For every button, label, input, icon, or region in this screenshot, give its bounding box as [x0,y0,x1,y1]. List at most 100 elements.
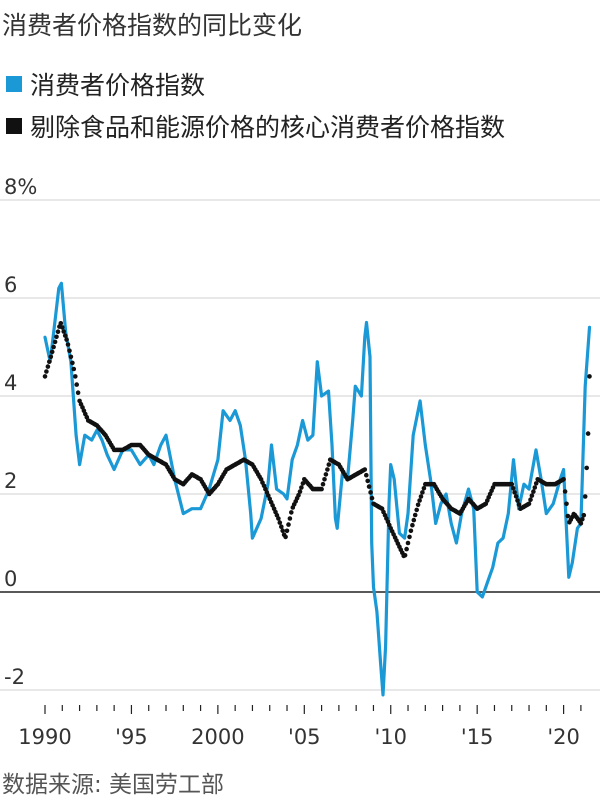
core-cpi-point [531,489,536,494]
core-cpi-point [326,462,332,467]
core-cpi-point [512,490,517,495]
y-tick-label: 2 [4,469,17,493]
core-cpi-point [296,492,301,498]
core-cpi-point [509,481,515,487]
core-cpi-point [68,354,74,360]
x-tick-label: 1990 [18,725,71,749]
y-tick-label: 6 [4,273,17,297]
core-cpi-point [284,528,290,534]
core-cpi-point [562,489,568,494]
core-cpi-point [320,481,326,487]
core-cpi-point [410,522,415,528]
y-axis-ticks: 8% 6 4 2 0 -2 [4,175,37,689]
core-cpi-point [61,329,66,334]
legend-item-core-cpi: 剔除食品和能源价格的核心消费者价格指数 [6,108,505,144]
core-cpi-point [322,477,327,482]
core-cpi-point [67,348,72,354]
core-cpi-point [70,360,75,366]
core-cpi-point [365,478,371,484]
core-cpi-point [280,528,286,533]
core-cpi-point [564,501,569,507]
core-cpi-point [421,486,427,491]
core-cpi-point [323,472,329,477]
source-note: 数据来源: 美国劳工部 [2,772,225,798]
y-tick-label: 8% [4,175,37,199]
core-cpi-point [578,521,584,526]
core-cpi-point [561,477,566,482]
core-cpi-point [287,516,293,521]
core-cpi-point [585,431,591,436]
series-core-cpi [42,321,592,559]
core-cpi-point [71,366,77,372]
core-cpi-point [73,374,78,379]
core-cpi-point [49,349,55,355]
x-tick-label: '10 [374,725,407,749]
core-cpi-point [45,364,51,369]
legend-label-core-cpi: 剔除食品和能源价格的核心消费者价格指数 [30,113,506,142]
grid-lines [0,199,600,691]
y-tick-label: 4 [4,371,17,395]
core-cpi-point [44,369,49,374]
x-tick-label: '15 [461,725,494,749]
core-cpi-point [407,534,412,540]
core-cpi-point [54,334,59,340]
y-tick-label: -2 [4,665,25,689]
core-cpi-point [299,485,304,490]
core-cpi-point [62,333,68,338]
core-cpi-point [51,344,56,350]
x-axis: 1990 '95 2000 '05 '10 '15 '20 [18,705,582,749]
legend-swatch-cpi [6,76,22,92]
core-cpi-point [362,467,368,472]
core-cpi-point [368,490,373,495]
core-cpi-point [42,374,48,379]
core-cpi-point [408,528,414,534]
core-cpi-point [52,339,58,345]
core-cpi-point [402,553,408,558]
core-cpi-point [528,497,533,503]
core-cpi-point [48,354,54,360]
core-cpi-point [405,540,411,546]
core-cpi-point [581,512,587,518]
core-cpi-point [565,513,571,519]
core-cpi-point [74,382,79,387]
core-cpi-point [364,472,369,478]
core-cpi-point [404,546,409,552]
core-cpi-point [65,342,71,347]
core-cpi-point [417,498,422,503]
core-cpi-point [55,329,61,335]
core-cpi-point [289,510,294,515]
core-cpi-point [325,467,330,472]
core-cpi-point [412,512,418,518]
core-cpi-point [513,494,519,499]
core-cpi-point [420,490,425,495]
core-cpi-point [47,359,52,365]
core-cpi-point [283,534,288,540]
core-cpi-point [297,489,303,494]
core-cpi-point [532,485,538,490]
chart-title: 消费者价格指数的同比变化 [2,11,303,40]
legend-label-cpi: 消费者价格指数 [30,71,206,100]
core-cpi-point [582,494,588,499]
x-tick-label: '05 [288,725,321,749]
legend-swatch-core-cpi [6,118,22,134]
core-cpi-point [277,520,283,525]
core-cpi-point [58,321,64,326]
legend-item-cpi: 消费者价格指数 [6,66,205,102]
core-cpi-point [279,524,284,529]
core-cpi-point [584,465,589,471]
core-cpi-point [526,501,532,507]
core-cpi-point [286,522,291,527]
y-tick-label: 0 [4,567,17,591]
core-cpi-point [529,493,535,498]
core-cpi-point [64,337,69,342]
core-cpi-point [587,374,592,379]
core-cpi-point [75,390,81,396]
core-cpi-point [60,325,65,330]
core-cpi-point [533,481,539,486]
core-cpi-point [276,516,281,521]
core-cpi-point [411,517,417,523]
core-cpi-point [369,495,375,501]
core-cpi-point [418,494,424,499]
core-cpi-point [516,502,522,507]
